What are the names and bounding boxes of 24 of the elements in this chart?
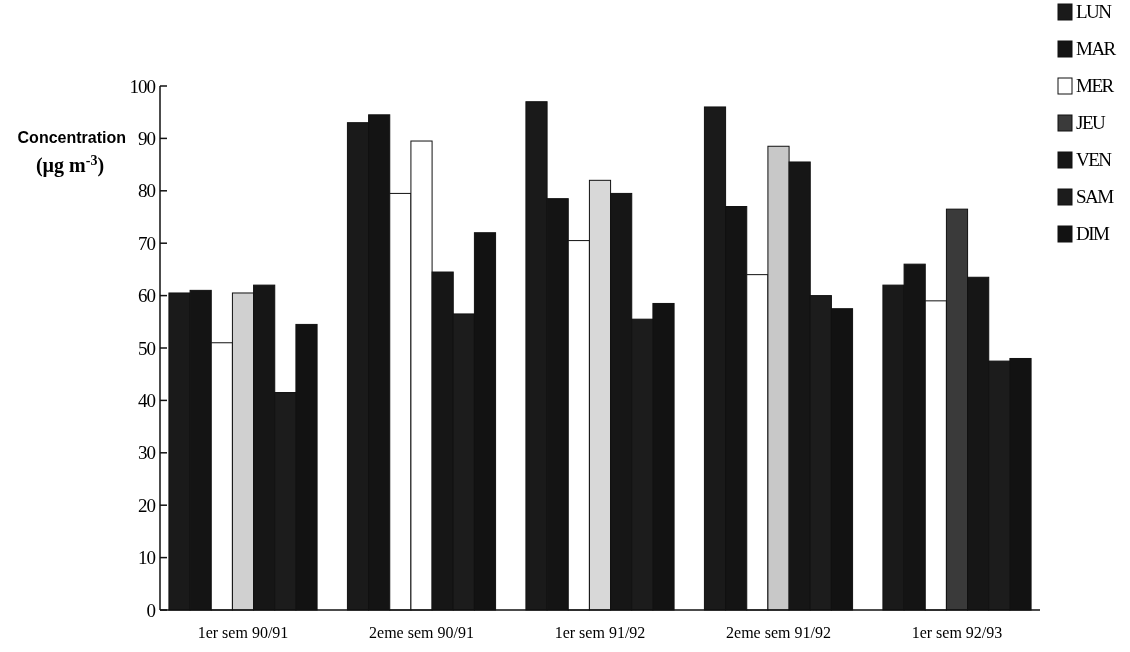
y-tick-label: 30: [138, 442, 156, 464]
y-tick-label: 50: [138, 337, 156, 359]
y-tick-label: 80: [138, 180, 156, 202]
y-tick-label: 0: [146, 599, 156, 621]
x-tick-label: 1er sem 90/91: [197, 624, 289, 641]
legend-label: LUN: [1076, 1, 1113, 22]
y-tick-label: 60: [138, 285, 156, 307]
y-axis-title: Concentration (µg m$^{-3}$): [17, 129, 126, 177]
x-tick-label: 2eme sem 90/91: [369, 624, 474, 641]
y-tick-label: 40: [138, 390, 156, 412]
legend-label: JEU: [1076, 112, 1106, 133]
y-tick-label: 90: [138, 128, 156, 150]
x-tick-label: 1er sem 92/93: [911, 624, 1003, 641]
y-tick-label: 70: [138, 232, 156, 254]
x-tick-label: 1er sem 91/92: [554, 624, 646, 641]
legend-label: MER: [1076, 75, 1115, 96]
y-tick-label: 10: [138, 547, 156, 569]
legend-label: DIM: [1076, 223, 1111, 244]
legend-label: SAM: [1076, 186, 1115, 207]
y-tick-label: 100: [129, 75, 156, 97]
legend-label: MAR: [1076, 38, 1117, 59]
legend-label: VEN: [1076, 149, 1113, 170]
x-tick-label: 2eme sem 91/92: [726, 624, 831, 641]
y-tick-label: 20: [138, 494, 156, 516]
